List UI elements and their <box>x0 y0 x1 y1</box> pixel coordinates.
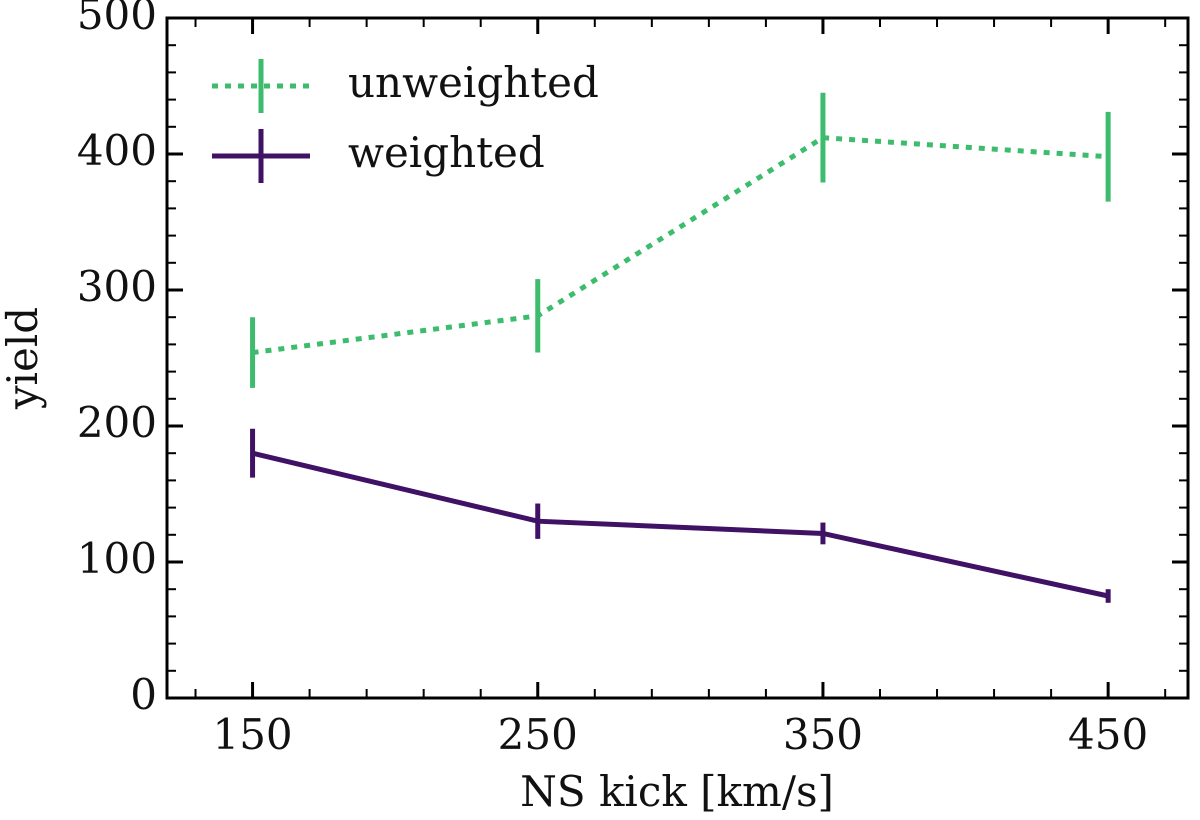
plot-frame <box>165 16 1190 700</box>
y-tick-label: 400 <box>77 126 157 175</box>
y-tick-label: 500 <box>77 0 157 39</box>
series-line <box>252 135 1109 356</box>
x-tick-label: 250 <box>498 710 578 759</box>
x-axis-label: NS kick [km/s] <box>520 767 834 816</box>
x-tick-label: 150 <box>212 710 292 759</box>
y-tick-label: 0 <box>130 670 157 719</box>
y-axis-label: yield <box>0 307 47 410</box>
y-tick-label: 300 <box>77 262 157 311</box>
series-line <box>251 450 1109 599</box>
y-tick-label: 100 <box>77 534 157 583</box>
legend-label: unweighted <box>348 58 599 107</box>
y-tick-label: 200 <box>77 398 157 447</box>
x-tick-label: 350 <box>783 710 863 759</box>
x-tick-label: 450 <box>1068 710 1148 759</box>
legend-label: weighted <box>348 128 545 177</box>
